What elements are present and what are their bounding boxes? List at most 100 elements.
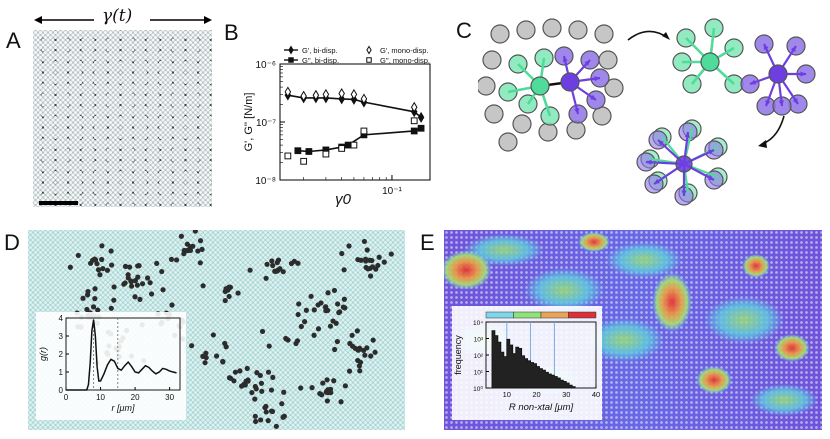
data-point-series-2 <box>322 88 330 100</box>
disordered-particle <box>237 368 243 374</box>
y-tick-label: 2 <box>59 350 64 359</box>
x-tick-label: 10 <box>96 393 105 402</box>
disordered-particle <box>104 267 111 273</box>
particle-grey <box>516 20 536 40</box>
disordered-particle <box>388 251 394 257</box>
disordered-particle <box>134 282 140 288</box>
data-point-series-1 <box>294 147 302 155</box>
y-axis-label: G', G'' [N/m] <box>243 93 255 152</box>
color-bar-segment <box>568 311 597 319</box>
legend-marker <box>288 57 294 63</box>
disordered-particle <box>265 369 272 375</box>
disordered-particle <box>328 389 334 396</box>
shear-arrow <box>32 4 214 28</box>
disordered-particle <box>249 389 255 396</box>
noncrystal-core <box>774 334 810 362</box>
bond-purple-head <box>646 159 652 165</box>
x-tick-label: 10 <box>503 390 511 399</box>
disordered-particle <box>178 233 184 239</box>
disordered-particle <box>75 252 81 259</box>
bond-purple-head <box>590 94 596 100</box>
panel-c-label: C <box>456 18 472 43</box>
disordered-particle <box>195 248 201 254</box>
particle-purple-center <box>675 155 693 173</box>
disordered-particle <box>97 272 103 278</box>
disordered-particle <box>231 378 237 384</box>
disordered-particle <box>368 353 374 359</box>
bond-purple-head <box>792 98 798 104</box>
disordered-particle <box>341 267 347 273</box>
disordered-particle <box>95 267 102 273</box>
data-point-series-2 <box>300 90 307 102</box>
particle-grey <box>604 78 624 98</box>
disordered-particle <box>111 297 117 303</box>
disordered-particle <box>222 297 228 304</box>
panel-a-label: A <box>6 28 21 53</box>
disordered-particle <box>363 258 369 264</box>
disordered-particle <box>334 338 340 345</box>
legend-marker <box>288 45 294 55</box>
disordered-particle <box>364 345 370 351</box>
panel-b-label: B <box>224 20 239 45</box>
panel-d-label: D <box>4 230 20 255</box>
particle-purple-center <box>768 64 788 84</box>
gr-curve <box>66 319 177 391</box>
disordered-particle <box>364 247 370 253</box>
disordered-particle <box>298 323 304 330</box>
disordered-particle <box>99 256 105 263</box>
data-point-series-3 <box>360 127 368 135</box>
particle-green-center <box>700 52 720 72</box>
disordered-particle <box>137 296 143 303</box>
y-axis-label: frequency <box>453 335 463 375</box>
disordered-particle <box>296 301 302 307</box>
y-tick-label: 10⁻⁶ <box>255 60 276 71</box>
disordered-particle <box>84 306 90 313</box>
data-point-series-3 <box>410 117 418 125</box>
y-tick-label: 1 <box>59 368 64 377</box>
disordered-particle <box>187 244 194 250</box>
x-tick-label: 30 <box>165 393 174 402</box>
disordered-particle <box>125 272 131 278</box>
flow-arrow-2-head <box>758 140 767 148</box>
disordered-particle <box>268 387 275 393</box>
disordered-particle <box>323 389 330 395</box>
x-tick-label: 0 <box>64 393 69 402</box>
disordered-particle <box>99 243 105 249</box>
disordered-particle <box>95 307 101 313</box>
bond-purple-head <box>763 44 769 50</box>
disordered-particle <box>320 380 326 386</box>
y-tick-label: 10³ <box>474 337 484 344</box>
particle-grey <box>538 122 558 142</box>
disordered-particle <box>94 261 100 267</box>
disordered-particle <box>311 332 317 338</box>
y-tick-label: 10¹ <box>474 370 484 377</box>
flow-arrow-1-head <box>662 32 670 40</box>
series-line-1 <box>297 127 422 153</box>
disordered-particle <box>331 378 337 384</box>
disordered-particle <box>126 264 133 270</box>
disordered-particle <box>173 257 180 263</box>
particle-grey <box>598 50 618 70</box>
bond-purple-head <box>800 71 806 77</box>
disordered-particle <box>220 358 226 365</box>
diagram-c <box>478 18 816 206</box>
disordered-particle <box>235 290 241 296</box>
data-point-series-1 <box>305 148 313 155</box>
disordered-particle <box>154 260 160 267</box>
data-point-series-0 <box>417 111 425 123</box>
disordered-particle <box>92 286 98 292</box>
disordered-particle <box>147 280 153 286</box>
disordered-particle <box>122 280 128 286</box>
disordered-particle <box>324 377 330 383</box>
disordered-particle <box>355 347 361 353</box>
disordered-particle <box>355 357 361 364</box>
data-point-series-3 <box>300 157 308 165</box>
disordered-particle <box>295 311 301 318</box>
disordered-particle <box>279 401 285 407</box>
disordered-particle <box>253 418 259 425</box>
disordered-particle <box>247 267 253 273</box>
disordered-particle <box>280 269 286 275</box>
disordered-particle <box>222 288 228 294</box>
color-bar-segment <box>485 311 514 319</box>
bond-purple-head <box>584 60 590 66</box>
